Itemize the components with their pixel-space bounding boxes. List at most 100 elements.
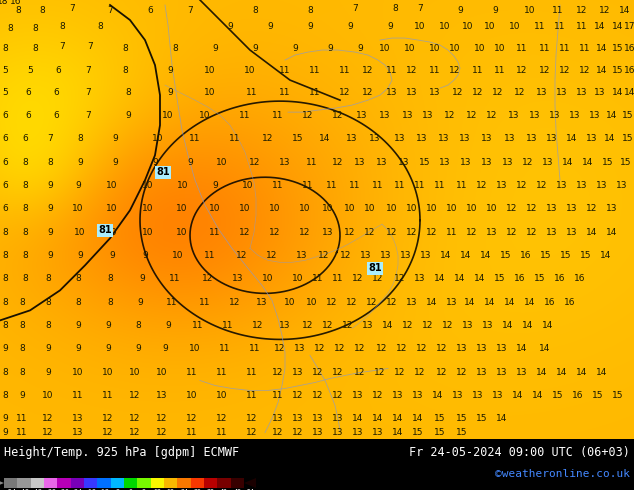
Text: 8: 8 xyxy=(122,44,128,52)
Text: 42: 42 xyxy=(220,489,228,490)
Text: 6: 6 xyxy=(25,111,31,120)
Text: 8: 8 xyxy=(307,5,313,15)
Text: 12: 12 xyxy=(540,66,551,74)
Bar xyxy=(217,478,231,488)
Text: 13: 13 xyxy=(476,344,488,353)
Text: 11: 11 xyxy=(199,298,210,307)
Bar xyxy=(231,478,244,488)
Text: 6: 6 xyxy=(53,111,59,120)
Bar xyxy=(151,478,164,488)
Text: 12: 12 xyxy=(406,228,418,237)
Text: 11: 11 xyxy=(559,44,571,52)
Bar xyxy=(57,478,70,488)
Text: 6: 6 xyxy=(2,158,8,167)
Text: 12: 12 xyxy=(102,414,113,423)
Text: 13: 13 xyxy=(556,88,568,97)
Text: 14: 14 xyxy=(412,414,424,423)
Text: 18: 18 xyxy=(167,489,174,490)
Text: -12: -12 xyxy=(98,489,110,490)
Text: 10: 10 xyxy=(209,204,221,213)
Text: 11: 11 xyxy=(223,321,234,330)
Text: 12: 12 xyxy=(299,228,311,237)
Text: 12: 12 xyxy=(576,5,588,15)
Text: 12: 12 xyxy=(394,274,406,283)
Text: 8: 8 xyxy=(125,88,131,97)
Text: 9: 9 xyxy=(47,228,53,237)
Text: 11: 11 xyxy=(372,181,384,190)
Text: 8: 8 xyxy=(75,298,81,307)
Text: 12: 12 xyxy=(327,298,338,307)
Text: 13: 13 xyxy=(486,228,498,237)
Text: 12: 12 xyxy=(444,111,456,120)
Text: 15: 15 xyxy=(560,251,572,260)
Text: 10: 10 xyxy=(344,204,356,213)
Text: 12: 12 xyxy=(476,181,488,190)
Text: 13: 13 xyxy=(322,228,333,237)
Text: 13: 13 xyxy=(516,368,527,377)
Text: 9: 9 xyxy=(167,66,173,74)
Text: 10: 10 xyxy=(107,228,118,237)
Text: 11: 11 xyxy=(192,321,204,330)
Text: 12: 12 xyxy=(275,344,286,353)
Text: 8: 8 xyxy=(135,321,141,330)
Text: 10: 10 xyxy=(42,391,54,400)
Text: 8: 8 xyxy=(2,274,8,283)
Text: 11: 11 xyxy=(166,298,178,307)
Text: 9: 9 xyxy=(212,181,218,190)
Text: 10: 10 xyxy=(439,22,451,30)
Text: 11: 11 xyxy=(279,66,291,74)
Text: 12: 12 xyxy=(239,228,250,237)
Text: 6: 6 xyxy=(147,5,153,15)
Text: 12: 12 xyxy=(266,251,278,260)
Text: 15: 15 xyxy=(500,251,512,260)
Text: 14: 14 xyxy=(460,251,472,260)
Text: 10: 10 xyxy=(142,228,154,237)
Text: 10: 10 xyxy=(172,251,184,260)
Text: 12: 12 xyxy=(269,228,281,237)
Text: 10: 10 xyxy=(216,158,228,167)
Text: 11: 11 xyxy=(327,181,338,190)
Text: 9: 9 xyxy=(109,251,115,260)
Text: 8: 8 xyxy=(45,321,51,330)
Bar xyxy=(30,478,44,488)
Text: 12: 12 xyxy=(216,414,228,423)
Text: 9: 9 xyxy=(19,391,25,400)
Text: 12: 12 xyxy=(493,88,503,97)
Text: 11: 11 xyxy=(246,368,258,377)
Text: 9: 9 xyxy=(212,44,218,52)
Text: 12: 12 xyxy=(374,368,385,377)
Text: 8: 8 xyxy=(45,298,51,307)
Text: 10: 10 xyxy=(284,298,295,307)
Text: 8: 8 xyxy=(22,228,28,237)
Text: 12: 12 xyxy=(273,368,283,377)
Text: 8: 8 xyxy=(2,44,8,52)
Text: 5: 5 xyxy=(2,88,8,97)
Text: Height/Temp. 925 hPa [gdpm] ECMWF: Height/Temp. 925 hPa [gdpm] ECMWF xyxy=(4,446,239,459)
Text: 12: 12 xyxy=(403,321,414,330)
Text: 12: 12 xyxy=(318,251,330,260)
Text: 12: 12 xyxy=(507,228,518,237)
Text: 8: 8 xyxy=(7,24,13,32)
Text: 8: 8 xyxy=(19,298,25,307)
Text: 10: 10 xyxy=(262,274,274,283)
Text: 6: 6 xyxy=(25,88,31,97)
Text: 12: 12 xyxy=(526,228,538,237)
Text: 15: 15 xyxy=(622,134,634,143)
Text: 11: 11 xyxy=(272,391,284,400)
Text: 18: 18 xyxy=(0,0,9,5)
Text: 8: 8 xyxy=(2,251,8,260)
Text: 0: 0 xyxy=(129,489,133,490)
Text: 7: 7 xyxy=(187,5,193,15)
Text: 9: 9 xyxy=(75,321,81,330)
Text: 13: 13 xyxy=(502,158,514,167)
Text: 12: 12 xyxy=(334,344,346,353)
Text: 9: 9 xyxy=(112,158,118,167)
Text: 13: 13 xyxy=(472,391,484,400)
Text: 14: 14 xyxy=(612,22,624,30)
Text: 13: 13 xyxy=(504,134,515,143)
Bar xyxy=(138,478,151,488)
Text: 12: 12 xyxy=(579,66,591,74)
Text: 13: 13 xyxy=(346,134,358,143)
Text: 12: 12 xyxy=(273,428,283,437)
Text: 12: 12 xyxy=(42,414,54,423)
